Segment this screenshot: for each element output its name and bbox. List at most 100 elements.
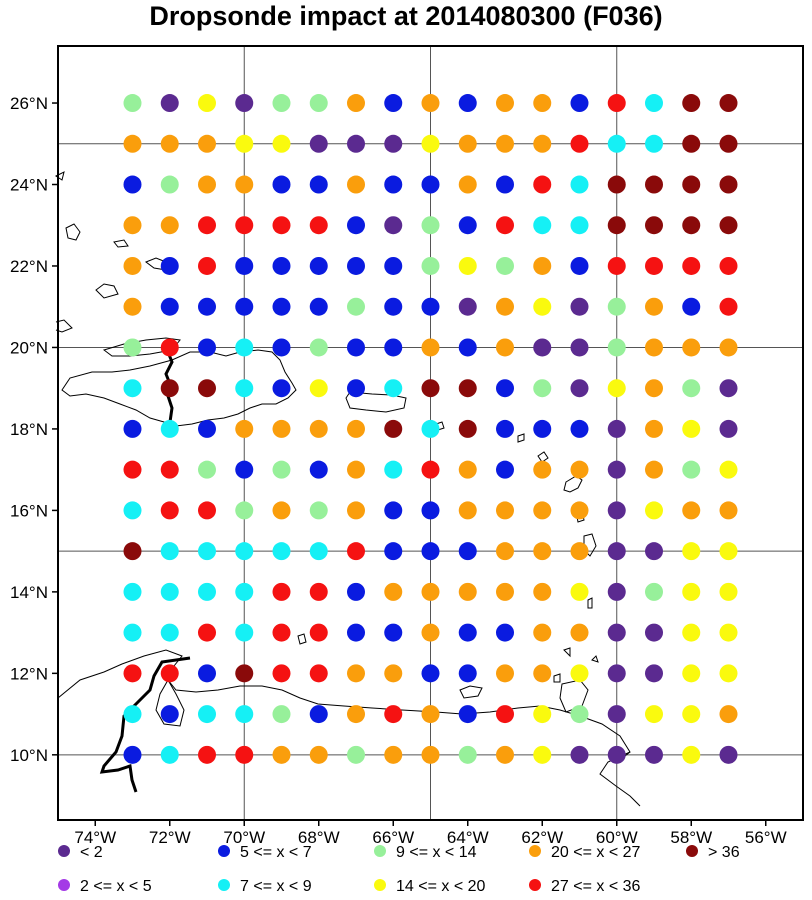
- legend-swatch: [218, 879, 230, 891]
- impact-point: [347, 256, 365, 275]
- impact-point: [458, 745, 477, 764]
- impact-point: [347, 94, 365, 113]
- impact-point: [235, 379, 254, 398]
- impact-point: [421, 460, 440, 479]
- impact-point: [458, 94, 477, 113]
- impact-point: [235, 216, 254, 235]
- impact-point: [384, 705, 403, 724]
- impact-point: [533, 745, 552, 764]
- impact-point: [682, 705, 701, 724]
- impact-point: [496, 501, 514, 520]
- impact-point: [458, 297, 477, 316]
- impact-point: [347, 582, 365, 601]
- impact-point: [347, 216, 365, 235]
- impact-point: [682, 460, 701, 479]
- impact-point: [607, 745, 626, 764]
- impact-point: [235, 175, 254, 194]
- legend-label: 20 <= x < 27: [551, 844, 641, 861]
- legend-label: 5 <= x < 7: [240, 844, 312, 861]
- impact-point: [496, 134, 514, 153]
- impact-point: [533, 256, 552, 275]
- impact-point: [458, 379, 477, 398]
- impact-point: [347, 175, 365, 194]
- impact-point: [533, 501, 552, 520]
- impact-point: [421, 745, 440, 764]
- impact-point: [719, 94, 738, 113]
- impact-point: [533, 134, 552, 153]
- impact-point: [496, 705, 514, 724]
- impact-point: [384, 134, 403, 153]
- impact-point: [160, 256, 179, 275]
- impact-point: [570, 256, 589, 275]
- legend-label: 2 <= x < 5: [80, 878, 152, 895]
- y-tick-label: 18°N: [10, 420, 48, 439]
- impact-point: [347, 379, 365, 398]
- impact-point: [607, 297, 626, 316]
- impact-point: [682, 623, 701, 642]
- coastline-bahamas-a: [65, 223, 81, 241]
- impact-point: [160, 216, 179, 235]
- coastline-inagua: [95, 283, 119, 299]
- impact-point: [682, 216, 701, 235]
- impact-point: [384, 419, 403, 438]
- impact-point: [384, 216, 403, 235]
- impact-point: [421, 705, 440, 724]
- impact-point: [570, 379, 589, 398]
- impact-point: [719, 297, 738, 316]
- legend-swatch: [58, 879, 70, 891]
- y-tick-label: 14°N: [10, 583, 48, 602]
- map-title: Dropsonde impact at 2014080300 (F036): [149, 1, 663, 31]
- impact-point: [570, 94, 589, 113]
- impact-point: [160, 379, 179, 398]
- impact-point: [458, 419, 477, 438]
- impact-point: [533, 379, 552, 398]
- impact-point: [309, 501, 328, 520]
- impact-point: [421, 501, 440, 520]
- impact-point: [719, 338, 738, 357]
- impact-point: [719, 705, 738, 724]
- impact-point: [384, 542, 403, 561]
- impact-point: [235, 664, 254, 683]
- impact-point: [421, 379, 440, 398]
- impact-point: [272, 582, 291, 601]
- impact-point: [160, 542, 179, 561]
- impact-point: [682, 379, 701, 398]
- impact-point: [645, 745, 663, 764]
- impact-point: [160, 705, 179, 724]
- legend-label: < 2: [80, 844, 103, 861]
- impact-point: [123, 134, 142, 153]
- impact-point: [607, 338, 626, 357]
- impact-point: [421, 623, 440, 642]
- x-tick-label: 56°W: [745, 828, 787, 847]
- impact-point: [458, 582, 477, 601]
- impact-point: [309, 419, 328, 438]
- impact-point: [645, 460, 663, 479]
- impact-point: [198, 542, 216, 561]
- impact-point: [309, 216, 328, 235]
- impact-point: [533, 542, 552, 561]
- impact-point: [347, 542, 365, 561]
- impact-point: [533, 216, 552, 235]
- impact-point: [496, 216, 514, 235]
- impact-point: [570, 419, 589, 438]
- impact-point: [682, 256, 701, 275]
- impact-point: [421, 297, 440, 316]
- impact-point: [309, 379, 328, 398]
- legend-label: 27 <= x < 36: [551, 878, 641, 895]
- impact-point: [645, 542, 663, 561]
- impact-point: [458, 664, 477, 683]
- impact-point: [719, 664, 738, 683]
- impact-point: [347, 460, 365, 479]
- impact-point: [272, 419, 291, 438]
- impact-point: [682, 542, 701, 561]
- impact-point: [607, 216, 626, 235]
- impact-point: [384, 460, 403, 479]
- impact-point: [719, 175, 738, 194]
- longitude-ticks: 74°W 72°W 70°W 68°W 66°W 64°W 62°W 60°W 58°W 56°W: [74, 820, 787, 847]
- coastline-curacao: [459, 685, 483, 699]
- legend-swatch: [529, 845, 541, 857]
- x-tick-label: 70°W: [223, 828, 265, 847]
- impact-point: [347, 623, 365, 642]
- impact-point: [607, 542, 626, 561]
- impact-point: [682, 582, 701, 601]
